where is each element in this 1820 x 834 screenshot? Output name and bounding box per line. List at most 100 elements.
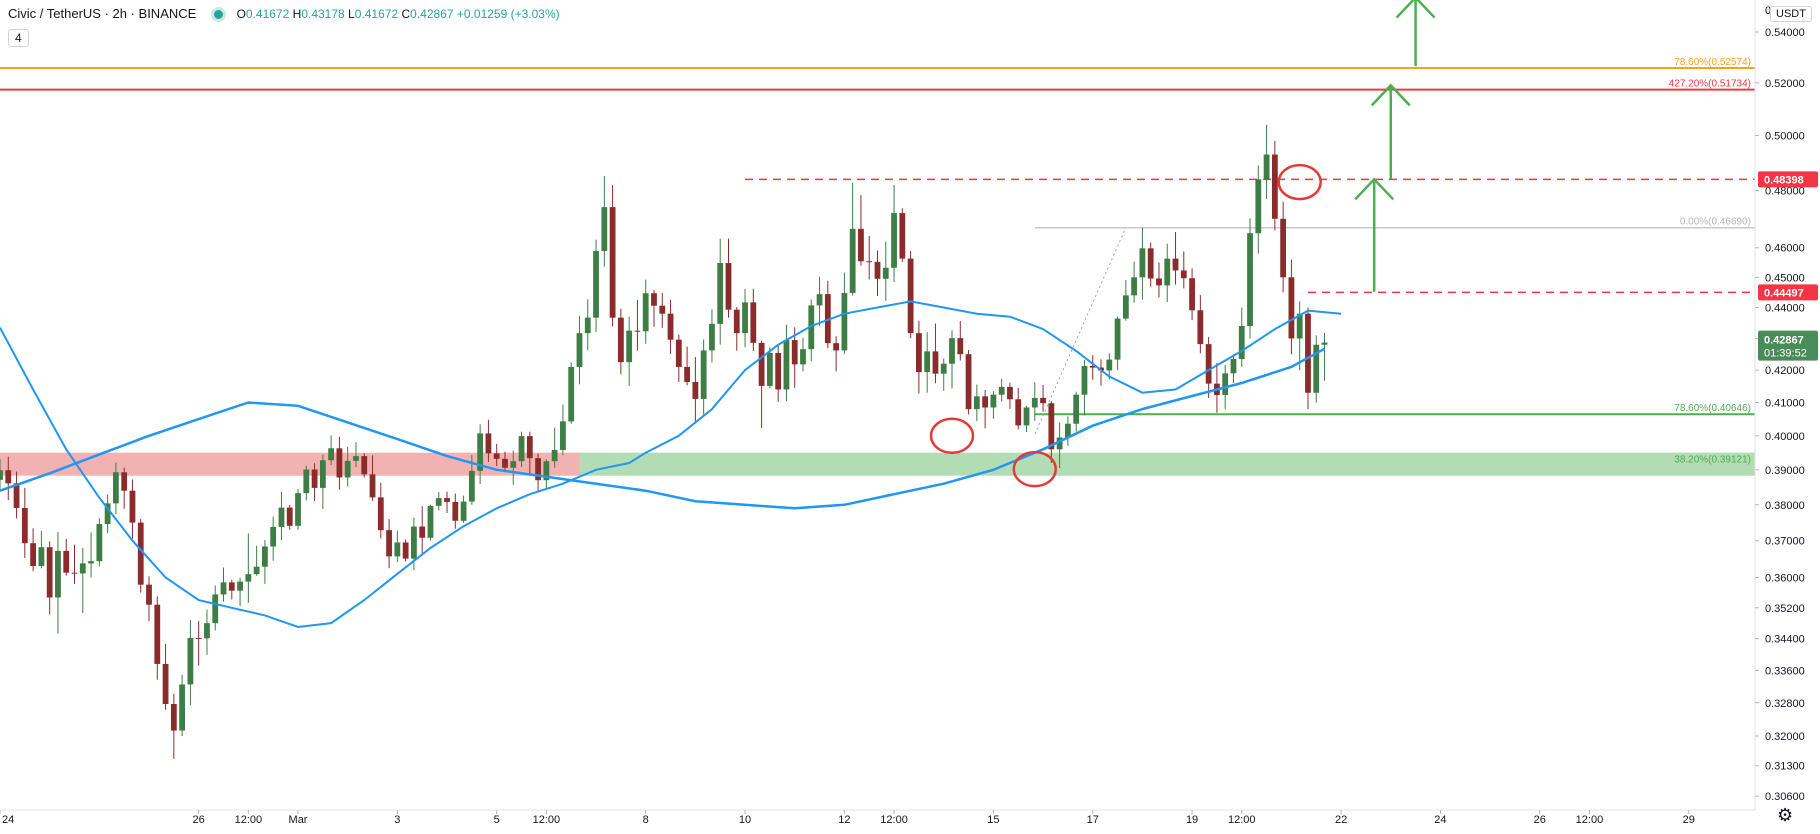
arrow-head [1370, 83, 1411, 107]
candle-body [808, 305, 815, 350]
candle-body [1139, 248, 1146, 278]
candle-body [899, 213, 906, 259]
current-price-badge-bg [1758, 330, 1818, 361]
candle-body [319, 460, 326, 488]
candle-body [775, 352, 782, 390]
highlight-circle [929, 417, 975, 455]
candle-body [1230, 358, 1237, 374]
price-tick-label: 0.32000 [1765, 731, 1805, 743]
candle-body [295, 493, 301, 526]
candle-body [485, 433, 492, 454]
time-tick-label: 12:00 [880, 814, 908, 826]
time-tick-label: 17 [1087, 814, 1099, 826]
candle-body [30, 543, 37, 566]
indicator-count-badge[interactable]: 4 [8, 29, 29, 47]
candle-body [1040, 397, 1046, 404]
time-tick-label: 10 [739, 814, 751, 826]
candle-body [1305, 313, 1311, 393]
candle-body [187, 637, 194, 685]
candle-body [262, 546, 268, 567]
price-tick-label: 0.39000 [1765, 465, 1805, 477]
candle-body [1197, 310, 1204, 345]
candle-body [121, 472, 128, 491]
candle-body [402, 542, 409, 559]
candle-body [328, 448, 335, 461]
fib-level-label: 78.60%(0.40646) [1674, 403, 1751, 414]
symbol-title[interactable]: Civic / TetherUS · 2h · BINANCE [8, 6, 197, 21]
price-tick-label: 0.31300 [1765, 761, 1805, 773]
candle-body [170, 703, 177, 731]
price-tick-label: 0.33600 [1765, 665, 1805, 677]
candle-body [626, 330, 633, 363]
candle-body [1015, 399, 1022, 426]
candle-body [568, 366, 575, 422]
candle-body [88, 561, 94, 564]
price-tick-label: 0.41000 [1765, 398, 1805, 410]
candle-body [444, 498, 450, 502]
currency-button[interactable]: USDT [1770, 6, 1812, 22]
candle-body [535, 458, 541, 481]
candle-body [684, 366, 690, 383]
candle-body [468, 470, 475, 502]
high-value: 0.43178 [301, 7, 345, 21]
candle-body [38, 547, 45, 566]
candle-body [1189, 278, 1195, 311]
price-scale-bg [1755, 0, 1820, 834]
change-value: +0.01259 (+3.03%) [456, 7, 560, 21]
candle-body [990, 394, 997, 408]
candle-body [286, 507, 293, 526]
candle-body [452, 501, 459, 521]
time-tick-label: 12:00 [235, 814, 263, 826]
gear-icon[interactable]: ⚙ [1777, 805, 1794, 825]
price-tick-label: 0.35200 [1765, 603, 1805, 615]
time-tick-label: 12 [838, 814, 850, 826]
candles [0, 124, 1328, 759]
candle-body [411, 526, 417, 559]
candle-body [419, 526, 426, 538]
candle-body [13, 483, 20, 508]
candle-body [1247, 233, 1253, 327]
target-arrow [1354, 177, 1395, 292]
symbol-legend: Civic / TetherUS · 2h · BINANCE O0.41672… [8, 6, 560, 21]
fib-level-label: 427.20%(0.51734) [1669, 79, 1751, 90]
candle-body [1296, 313, 1303, 339]
candle-body [667, 313, 674, 340]
upper-level-badge-label: 0.48398 [1764, 174, 1804, 186]
candle-body [369, 474, 376, 498]
candle-body [336, 448, 343, 478]
time-tick-label: 15 [987, 814, 999, 826]
candle-body [1089, 365, 1096, 368]
lower-level-badge-bg [1758, 284, 1818, 301]
candle-body [709, 323, 715, 351]
candle-body [634, 330, 641, 332]
time-tick-label: 12:00 [533, 814, 561, 826]
price-tick-label: 0.45000 [1765, 272, 1805, 284]
candle-body [659, 305, 666, 314]
lower-level-badge-label: 0.44497 [1764, 287, 1804, 299]
candle-body [1263, 154, 1270, 180]
price-tick-label: 0.38000 [1765, 500, 1805, 512]
time-tick-label: 12:00 [1228, 814, 1256, 826]
candle-body [79, 563, 86, 574]
price-tick-label: 0.40000 [1765, 431, 1805, 443]
candle-body [642, 293, 649, 332]
candle-body [791, 340, 798, 365]
candle-body [1172, 258, 1179, 271]
candle-body [1007, 386, 1013, 400]
candle-body [270, 526, 277, 547]
candle-body [800, 349, 806, 365]
candle-body [940, 363, 947, 374]
price-tick-label: 0.44000 [1765, 303, 1805, 315]
bar-countdown-label: 01:39:52 [1764, 348, 1807, 360]
candle-body [651, 293, 657, 306]
candle-body [311, 469, 318, 488]
candle-body [1106, 359, 1113, 371]
candle-body [0, 470, 3, 480]
upper-level-badge-bg [1758, 171, 1818, 188]
low-value: 0.41672 [354, 7, 399, 21]
price-tick-label: 0.48000 [1765, 185, 1805, 197]
price-tick-label: 0.42000 [1765, 365, 1805, 377]
time-tick-label: 24 [2, 814, 14, 826]
candle-body [601, 207, 608, 251]
